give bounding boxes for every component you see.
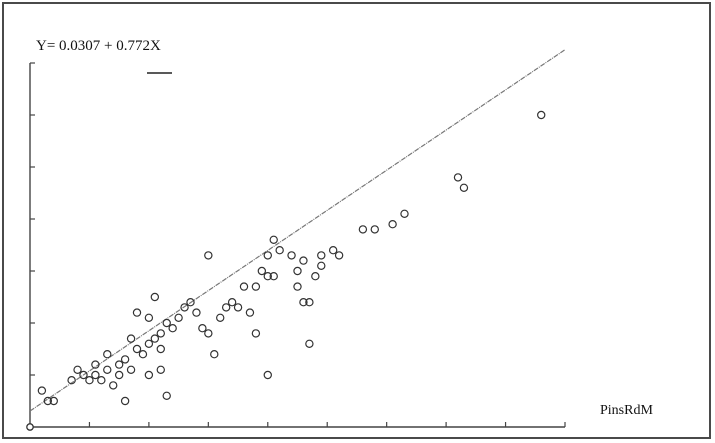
data-point: [233, 303, 243, 312]
data-point: [453, 173, 463, 182]
data-point: [156, 344, 165, 354]
data-point: [49, 396, 58, 406]
origin-marker: [26, 423, 34, 431]
data-point: [126, 365, 136, 374]
data-point: [293, 282, 302, 291]
data-point: [168, 324, 177, 333]
data-point: [180, 303, 189, 312]
data-point: [293, 266, 302, 276]
data-point: [299, 256, 308, 265]
data-point: [103, 350, 112, 359]
y-ticks: [30, 62, 35, 376]
data-point: [210, 350, 219, 359]
data-point: [251, 282, 261, 291]
data-point: [239, 282, 249, 291]
data-point: [150, 292, 160, 302]
data-point: [317, 261, 326, 270]
data-point: [388, 219, 397, 229]
data-point: [263, 251, 272, 260]
data-point: [114, 370, 124, 380]
data-point: [459, 183, 469, 192]
data-point: [132, 344, 142, 354]
data-point: [144, 313, 154, 322]
data-point: [198, 324, 207, 333]
data-point: [299, 298, 308, 307]
data-point: [305, 339, 314, 348]
data-point: [144, 339, 154, 348]
data-point: [37, 386, 47, 395]
data-point: [245, 308, 255, 317]
data-point: [263, 272, 272, 281]
data-point: [328, 245, 338, 255]
data-point: [334, 251, 344, 260]
data-point: [132, 308, 142, 317]
x-axis-label: PinsRdM: [600, 403, 653, 418]
data-point: [251, 329, 261, 338]
data-point: [162, 318, 171, 328]
data-point: [370, 225, 379, 234]
regression-equation: Y= 0.0307 + 0.772X: [36, 38, 161, 54]
data-point: [221, 303, 231, 312]
data-point: [305, 298, 314, 307]
data-point: [192, 308, 201, 317]
data-point: [263, 370, 272, 380]
data-point: [257, 266, 267, 276]
data-point: [103, 365, 112, 374]
data-point: [109, 381, 118, 390]
data-point: [120, 396, 130, 406]
data-point: [317, 251, 326, 260]
data-point: [400, 209, 409, 218]
data-point: [162, 391, 171, 400]
data-point: [156, 365, 165, 374]
data-point: [174, 313, 183, 322]
data-point: [216, 313, 225, 322]
data-point: [67, 376, 76, 385]
data-point: [97, 376, 106, 385]
data-point: [150, 334, 160, 343]
data-point: [269, 272, 278, 281]
data-point: [79, 370, 88, 380]
data-point: [120, 355, 130, 364]
data-point: [138, 350, 148, 359]
data-point: [144, 370, 154, 380]
data-point: [126, 334, 136, 343]
data-point: [85, 376, 94, 385]
data-point: [204, 251, 213, 260]
data-point: [275, 245, 284, 255]
data-point: [114, 360, 124, 369]
x-ticks: [88, 422, 566, 427]
data-point: [186, 298, 195, 307]
data-point: [287, 251, 296, 260]
data-point: [227, 298, 237, 307]
data-point: [73, 365, 82, 374]
data-point: [269, 235, 278, 244]
data-point: [156, 329, 165, 338]
regression-line: [29, 49, 566, 412]
chart-frame: [2, 2, 711, 439]
data-point: [358, 225, 368, 234]
data-point: [91, 360, 100, 369]
data-point: [91, 370, 100, 380]
data-points: [37, 110, 546, 406]
data-point: [43, 396, 53, 406]
data-point: [311, 272, 320, 281]
data-point: [537, 110, 546, 120]
data-point: [204, 329, 213, 338]
